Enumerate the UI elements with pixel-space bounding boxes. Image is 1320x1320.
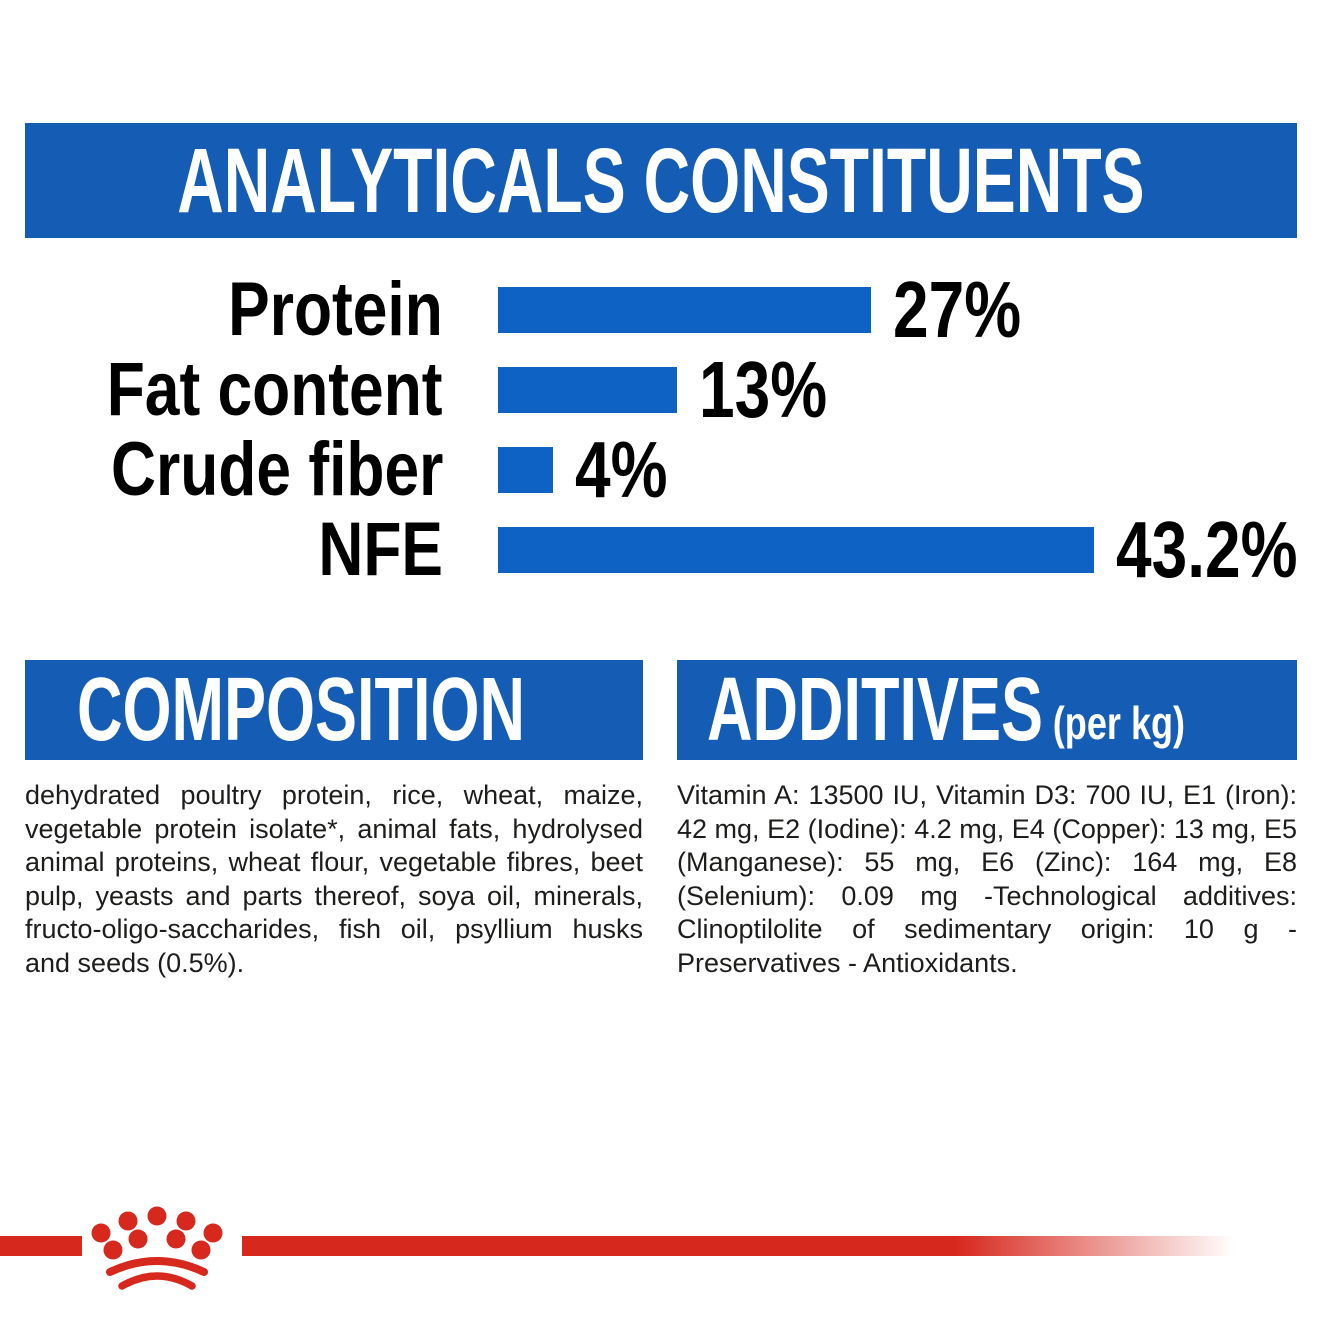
additives-title: ADDITIVES — [707, 660, 1044, 760]
chart-row: Fat content 13% — [25, 350, 1297, 430]
chart-value-label: 27% — [893, 265, 1022, 354]
additives-body: Vitamin A: 13500 IU, Vitamin D3: 700 IU,… — [677, 780, 1297, 978]
chart-value-label: 13% — [699, 345, 828, 434]
chart-bar — [498, 447, 553, 493]
royal-canin-crown-logo-icon — [91, 1206, 223, 1290]
chart-bar — [498, 367, 677, 413]
analyticals-bar-chart: Protein 27% Fat content 13% Crude fiber … — [25, 270, 1297, 590]
chart-category-label: Protein — [228, 267, 443, 352]
analyticals-header-band: ANALYTICALS CONSTITUENTS — [25, 123, 1297, 238]
additives-header-band: ADDITIVES (per kg) — [677, 660, 1297, 760]
analyticals-title: ANALYTICALS CONSTITUENTS — [177, 129, 1145, 232]
brand-line-right — [242, 1236, 1234, 1256]
brand-line-left — [0, 1236, 82, 1256]
chart-category-label: Crude fiber — [110, 427, 443, 512]
chart-bar — [498, 527, 1094, 573]
chart-row: Protein 27% — [25, 270, 1297, 350]
composition-body: dehydrated poultry protein, rice, wheat,… — [25, 780, 643, 978]
chart-row: Crude fiber 4% — [25, 430, 1297, 510]
chart-row: NFE 43.2% — [25, 510, 1297, 590]
additives-title-suffix: (per kg) — [1052, 697, 1186, 749]
chart-value-label: 43.2% — [1116, 505, 1298, 594]
additives-title-wrap: ADDITIVES (per kg) — [707, 660, 1185, 760]
chart-category-label: NFE — [318, 507, 443, 592]
chart-value-label: 4% — [575, 425, 668, 514]
composition-header-band: COMPOSITION — [25, 660, 643, 760]
chart-bar — [498, 287, 871, 333]
chart-category-label: Fat content — [107, 347, 443, 432]
composition-title: COMPOSITION — [77, 660, 526, 760]
